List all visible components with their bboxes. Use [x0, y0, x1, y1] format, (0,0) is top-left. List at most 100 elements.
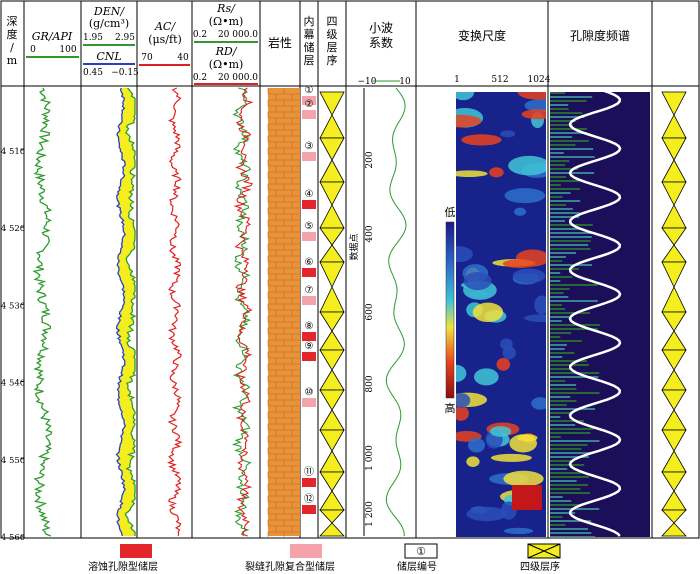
spectrum-band: [550, 364, 589, 366]
spectrum-band: [550, 128, 587, 130]
colorbar-high: 高: [445, 401, 456, 415]
spectrum-band: [550, 264, 593, 266]
reservoir-number-3: ③: [305, 141, 314, 152]
spectrum-band: [550, 416, 561, 418]
spectrum-band: [550, 368, 571, 370]
spectrum-band: [550, 252, 577, 254]
sequence-triangle-down: [319, 227, 345, 246]
spectrum-band: [550, 324, 600, 326]
spectrum-band: [550, 260, 563, 262]
spectrum-band: [550, 176, 567, 178]
reservoir-number-2: ②: [305, 99, 314, 110]
wavelet-tick-1000: 1 000: [365, 445, 375, 471]
rd-curve: [233, 87, 254, 537]
heatmap-blob: [466, 456, 480, 467]
spectrum-band: [550, 452, 592, 454]
legend-dissolution-swatch: [120, 544, 152, 558]
heatmap-blob: [504, 188, 546, 204]
spectrum-band: [550, 236, 592, 238]
spectrum-band: [550, 228, 583, 230]
sequence-triangle-up: [319, 450, 345, 473]
spectrum-band: [550, 344, 567, 346]
spectrum-band: [550, 216, 580, 218]
heatmap-blob: [524, 314, 546, 323]
spectrum-band: [550, 256, 566, 258]
spectrum-band: [550, 300, 598, 302]
sequence-triangle-down: [319, 349, 345, 371]
heatmap-blob: [531, 397, 546, 410]
reservoir-band: [302, 352, 316, 361]
heatmap-blob: [517, 92, 546, 100]
frame: [0, 0, 700, 539]
heatmap-blob: [500, 338, 513, 350]
wavelet-tick-200: 200: [365, 151, 375, 168]
spectrum-band: [550, 404, 567, 406]
heatmap-blob: [508, 155, 546, 176]
heatmap-blob: [473, 368, 499, 386]
ac-header: AC/: [154, 20, 176, 33]
gr-header: GR/API: [32, 30, 73, 43]
sequence-triangle-up: [319, 330, 345, 351]
heatmap-blob: [456, 170, 488, 178]
reservoir-number-10: ⑩: [305, 387, 314, 398]
lithology-column: [268, 88, 300, 536]
spectrum-seq-down: [661, 429, 687, 452]
legend-fracture-swatch: [290, 544, 322, 558]
spectrum-band: [550, 472, 582, 474]
sequence-triangle-up: [319, 409, 345, 431]
spectrum-band: [550, 96, 593, 98]
spectrum-seq-up: [661, 522, 687, 537]
spectrum-band: [550, 524, 566, 526]
spectrum-band: [550, 392, 600, 394]
spectrum-seq-down: [661, 311, 687, 332]
spectrum-header: 孔隙度频谱: [570, 28, 630, 43]
spectrum-band: [550, 136, 573, 138]
wavelet-tick-1200: 1 200: [365, 501, 375, 527]
spectrum-band: [550, 436, 561, 438]
spectrum-band: [550, 384, 577, 386]
heatmap-blob: [456, 364, 467, 382]
spectrum-seq-up: [661, 490, 687, 511]
spectrum-band: [550, 492, 591, 494]
heatmap-blob: [463, 272, 492, 291]
spectrum-band: [550, 532, 592, 534]
spectrum-band: [550, 388, 577, 390]
spectrum-band: [550, 488, 581, 490]
spectrum-seq-down: [661, 137, 687, 161]
spectrum-band: [550, 408, 596, 410]
spectrum-band: [550, 400, 577, 402]
spectrum-band: [550, 340, 582, 342]
spectrum-band: [550, 500, 572, 502]
spectrum-band: [550, 184, 561, 186]
heatmap-blob: [489, 426, 512, 437]
scale-transform-header: 变换尺度: [458, 28, 506, 43]
spectrum-band: [550, 108, 569, 110]
heatmap-blob: [472, 302, 504, 323]
spectrum-band: [550, 116, 585, 118]
scale-transform-heatmap: [456, 92, 546, 537]
spectrum-band: [550, 312, 591, 314]
sequence-header: 序: [327, 53, 338, 67]
heatmap-blob: [466, 506, 507, 522]
legend-number-swatch: [404, 543, 438, 559]
spectrum-band: [550, 168, 579, 170]
depth-tick-4550: 4 550: [1, 456, 25, 466]
spectrum-band: [550, 336, 561, 338]
spectrum-seq-up: [661, 409, 687, 431]
sequence-header: 级: [327, 28, 338, 41]
spectrum-band: [550, 468, 568, 470]
spectrum-band: [550, 248, 591, 250]
sequence-triangle-down: [319, 91, 345, 116]
den-scale-max: 2.95: [115, 33, 135, 43]
spectrum-band: [550, 164, 566, 166]
sequence-triangle-up: [319, 204, 345, 229]
wavelet-tick-400: 400: [365, 225, 375, 242]
cnl-scale-max: −0.15: [111, 68, 139, 78]
spectrum-seq-down: [661, 509, 687, 524]
sequence-triangle-up: [319, 286, 345, 313]
spectrum-band: [550, 268, 579, 270]
spectrum-band: [550, 180, 579, 182]
depth-tick-4530: 4 530: [1, 301, 25, 311]
cnl-header: CNL: [96, 50, 121, 63]
